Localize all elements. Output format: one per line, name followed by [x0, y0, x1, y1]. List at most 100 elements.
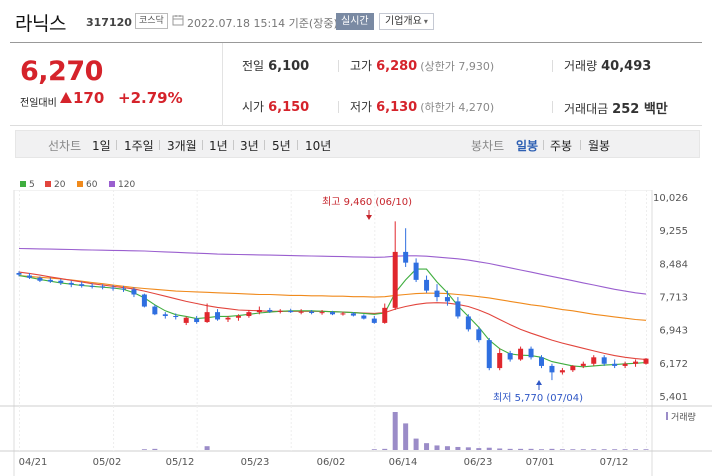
x-tick-label: 07/12 [600, 457, 629, 468]
candle-body [225, 317, 231, 320]
high-annotation: 최고 9,460 (06/10) [322, 196, 412, 220]
volume-bar [507, 448, 513, 450]
divider [264, 140, 265, 150]
volume-bar [403, 423, 409, 450]
candle-weekly[interactable]: 주봉 [550, 139, 573, 153]
amount-label: 거래대금 [564, 102, 609, 116]
upper-limit: (상한가 7,930) [420, 60, 495, 73]
change-label: 전일대비 [20, 98, 57, 109]
volume-bar [434, 445, 440, 450]
period-3m[interactable]: 3개월 [167, 139, 197, 153]
quote-panel: 6,270 전일대비 170 +2.79% 전일 6,100 고가 6,280 (상한… [10, 42, 702, 126]
candle-body [382, 307, 388, 323]
period-1w[interactable]: 1주일 [124, 139, 154, 153]
low-value: 6,130 [376, 100, 418, 115]
candle-body [100, 286, 106, 288]
candle-body [319, 312, 325, 314]
candle-monthly[interactable]: 월봉 [588, 139, 611, 153]
company-info-dropdown[interactable]: 기업개요 ▾ [379, 13, 434, 30]
candle-body [549, 365, 555, 373]
candle-body [539, 357, 544, 366]
period-10y[interactable]: 10년 [305, 139, 332, 153]
y-tick-label: 10,026 [653, 193, 688, 204]
period-3y[interactable]: 3년 [240, 139, 259, 153]
low-arrow-icon [536, 380, 542, 385]
candle-body [559, 370, 565, 373]
volume-value: 40,493 [601, 59, 652, 74]
candle-body [267, 309, 273, 312]
legend-swatch [45, 181, 51, 187]
legend-ma120[interactable]: 120 [109, 180, 135, 190]
candle-body [277, 310, 283, 312]
x-tick-label: 06/23 [464, 457, 493, 468]
candle-body [444, 297, 450, 302]
candle-body [288, 310, 294, 313]
candle-body [79, 284, 85, 286]
market-badge: 코스닥 [135, 13, 168, 29]
volume-bar [549, 448, 555, 450]
y-axis: 10,026 9,255 8,484 7,713 6,943 6,172 5,401 [653, 193, 688, 403]
legend-ma5[interactable]: 5 [20, 180, 35, 190]
volume-bar [141, 449, 147, 450]
divider [543, 140, 544, 150]
x-tick-label: 04/21 [19, 457, 48, 468]
volume-bar [444, 446, 450, 450]
legend-ma60[interactable]: 60 [77, 180, 97, 190]
x-axis: 04/21 05/02 05/12 05/23 06/02 06/14 06/23 07/01… [19, 457, 629, 468]
x-tick-label: 05/23 [241, 457, 270, 468]
volume-bar [559, 449, 565, 450]
volume-bar [455, 446, 461, 450]
candle-body [183, 317, 189, 323]
volume-label: 거래량 [564, 59, 598, 73]
volume-bar [643, 449, 649, 450]
period-1y[interactable]: 1년 [209, 139, 228, 153]
day-open: 시가 6,150 [242, 98, 309, 115]
candle-body [570, 365, 576, 371]
candle-body [507, 353, 513, 360]
realtime-button[interactable]: 실시간 [336, 13, 374, 30]
legend-label: 5 [29, 180, 35, 190]
candle-body [612, 363, 618, 366]
candle-daily[interactable]: 일봉 [516, 139, 539, 153]
low-label: 저가 [350, 100, 373, 114]
candle-body [162, 314, 168, 317]
volume-label: 거래량 [671, 411, 696, 423]
legend-swatch [109, 181, 115, 187]
candle-body [68, 282, 74, 285]
candle-body [37, 277, 43, 281]
volume-bar [486, 447, 492, 450]
candle-body [89, 285, 95, 287]
candle-body [361, 315, 367, 319]
y-tick-label: 6,172 [659, 359, 688, 370]
prev-value: 6,100 [268, 59, 310, 74]
volume-bar [465, 447, 471, 450]
candle-body [528, 348, 534, 358]
period-1d[interactable]: 1일 [92, 139, 111, 153]
trade-amount: 거래대금 252 백만 [564, 98, 668, 117]
divider [222, 43, 223, 126]
candle-body [392, 251, 398, 308]
legend-ma20[interactable]: 20 [45, 180, 65, 190]
divider [338, 101, 339, 113]
candle-body [434, 290, 440, 298]
candle-body [173, 316, 179, 318]
prev-label: 전일 [242, 59, 265, 73]
candlestick-chart[interactable]: 10,026 9,255 8,484 7,713 6,943 6,172 5,401 04/… [0, 190, 712, 476]
candle-body [152, 306, 158, 315]
period-5y[interactable]: 5년 [272, 139, 291, 153]
high-value: 6,280 [376, 59, 418, 74]
volume-bar [539, 449, 544, 450]
candle-body [403, 251, 409, 263]
candle-body [121, 288, 126, 290]
candle-body [256, 309, 262, 313]
volume-bar [497, 448, 503, 450]
line-chart-label: 선차트 [48, 139, 82, 153]
volume-bar [152, 448, 158, 450]
candle-body [298, 311, 304, 313]
x-tick-label: 06/02 [317, 457, 346, 468]
candle-body [350, 313, 356, 316]
candle-chart-label: 봉차트 [471, 139, 505, 153]
candle-body [131, 289, 137, 295]
candle-body [110, 287, 116, 289]
volume-bar [476, 448, 482, 450]
